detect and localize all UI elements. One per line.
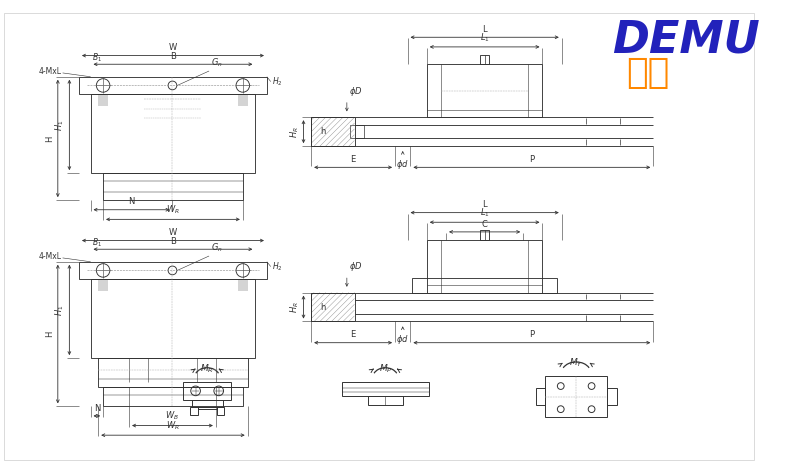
Text: N: N bbox=[128, 197, 135, 206]
Text: C: C bbox=[482, 219, 488, 228]
Bar bbox=[198, 407, 216, 409]
Text: $G_n$: $G_n$ bbox=[211, 242, 223, 254]
Text: W: W bbox=[169, 228, 177, 237]
Bar bbox=[103, 387, 243, 406]
Bar bbox=[103, 173, 243, 200]
Text: $W_B$: $W_B$ bbox=[165, 410, 179, 422]
Text: W: W bbox=[169, 43, 177, 52]
Text: $M_P$: $M_P$ bbox=[379, 362, 392, 375]
Bar bbox=[412, 278, 557, 293]
Bar bbox=[545, 376, 607, 417]
Text: $H_R$: $H_R$ bbox=[288, 126, 301, 138]
Text: H: H bbox=[46, 135, 54, 142]
Text: $H_R$: $H_R$ bbox=[288, 301, 301, 313]
Text: 4-MxL: 4-MxL bbox=[39, 253, 61, 261]
Text: $H_2$: $H_2$ bbox=[272, 261, 283, 273]
Text: $G_n$: $G_n$ bbox=[211, 57, 223, 69]
Text: $\phi D$: $\phi D$ bbox=[349, 261, 362, 273]
Text: $H_2$: $H_2$ bbox=[272, 76, 283, 88]
Text: h: h bbox=[320, 127, 326, 136]
Bar bbox=[79, 77, 267, 94]
Text: L: L bbox=[482, 25, 487, 34]
Text: $H_1$: $H_1$ bbox=[54, 304, 66, 316]
Bar bbox=[480, 55, 490, 64]
Text: $H_1$: $H_1$ bbox=[54, 119, 66, 131]
Text: H: H bbox=[46, 331, 54, 337]
Text: $B_1$: $B_1$ bbox=[93, 52, 102, 64]
Text: $W_R$: $W_R$ bbox=[166, 203, 180, 216]
Bar bbox=[183, 382, 231, 399]
Text: P: P bbox=[530, 330, 534, 339]
Text: $\phi d$: $\phi d$ bbox=[397, 333, 409, 346]
Bar bbox=[91, 94, 255, 173]
Text: $\phi D$: $\phi D$ bbox=[349, 85, 362, 98]
Text: $B_1$: $B_1$ bbox=[93, 237, 102, 249]
Text: E: E bbox=[350, 330, 356, 339]
Bar bbox=[311, 293, 355, 321]
Bar bbox=[190, 407, 198, 415]
Bar bbox=[91, 279, 255, 358]
Text: P: P bbox=[530, 155, 534, 164]
Bar bbox=[427, 64, 542, 117]
Text: $M_Y$: $M_Y$ bbox=[569, 357, 583, 369]
Text: $\phi d$: $\phi d$ bbox=[397, 158, 409, 171]
Text: $L_1$: $L_1$ bbox=[480, 31, 490, 43]
Bar bbox=[311, 117, 355, 146]
Text: N: N bbox=[94, 404, 100, 413]
Bar bbox=[342, 382, 429, 396]
Text: 4-MxL: 4-MxL bbox=[39, 67, 61, 76]
Text: DEMU: DEMU bbox=[611, 18, 759, 61]
Bar bbox=[427, 240, 542, 293]
Bar bbox=[192, 399, 223, 407]
Text: $M_R$: $M_R$ bbox=[201, 362, 214, 375]
Text: L: L bbox=[482, 200, 487, 209]
Text: E: E bbox=[350, 155, 356, 164]
Bar bbox=[480, 230, 490, 240]
Bar bbox=[98, 358, 248, 387]
Bar bbox=[216, 407, 224, 415]
Bar bbox=[349, 125, 364, 138]
Bar bbox=[79, 262, 267, 279]
Text: h: h bbox=[320, 303, 326, 312]
Bar bbox=[536, 388, 545, 405]
Text: 德木: 德木 bbox=[626, 56, 670, 90]
Text: B: B bbox=[170, 52, 176, 61]
Text: $W_R$: $W_R$ bbox=[166, 419, 180, 432]
Text: B: B bbox=[170, 237, 176, 246]
Bar bbox=[368, 396, 403, 405]
Bar bbox=[607, 388, 617, 405]
Text: $L_1$: $L_1$ bbox=[480, 206, 490, 219]
